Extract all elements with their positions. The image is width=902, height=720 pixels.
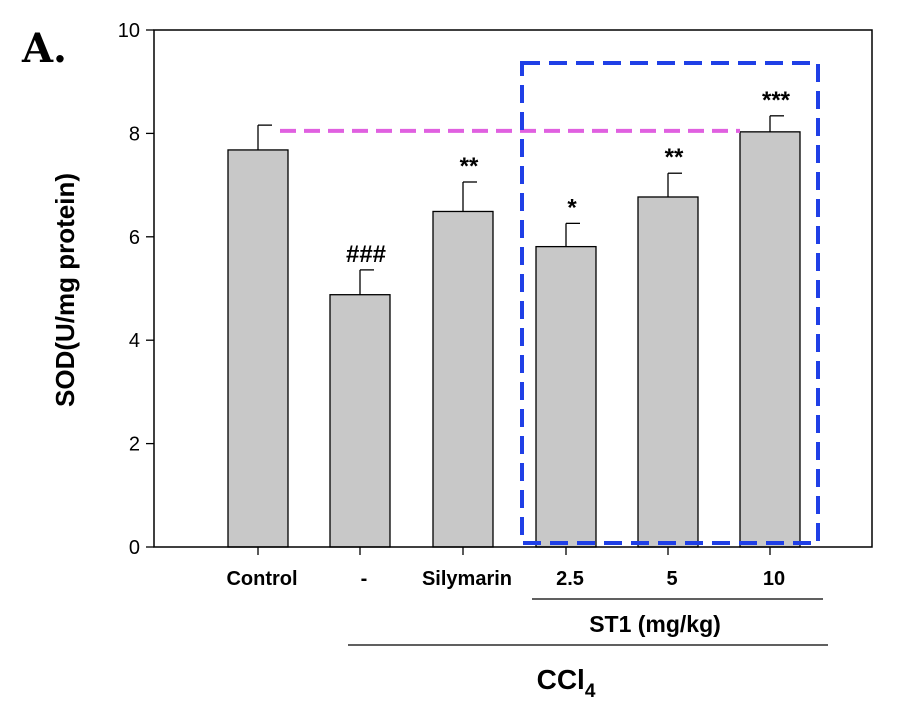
bar-5 <box>637 196 699 548</box>
y-tick-label: 2 <box>129 434 140 456</box>
st1-group-label: ST1 (mg/kg) <box>589 611 721 637</box>
x-tick-label: Control <box>226 568 297 590</box>
bar-1 <box>227 149 289 548</box>
plot-frame <box>153 29 873 548</box>
x-tick-label: 5 <box>666 568 677 590</box>
y-axis-title: SOD(U/mg protein) <box>50 173 80 407</box>
bar-2 <box>329 294 391 548</box>
x-tick-label: 10 <box>763 568 785 590</box>
x-tick-label: 2.5 <box>556 568 584 590</box>
panel-label: A. <box>21 25 67 72</box>
bar-6 <box>739 131 801 548</box>
y-ticks-layer: 0 2 4 6 8 10 <box>118 20 154 559</box>
ccl4-label-main: CCl <box>537 664 585 695</box>
y-tick-label: 6 <box>129 227 140 249</box>
significance-label-5: ** <box>665 144 684 171</box>
y-tick-label: 8 <box>129 123 140 145</box>
x-tick-label: Silymarin <box>422 568 512 590</box>
significance-label-4: * <box>567 194 577 221</box>
highlight-box <box>520 61 820 545</box>
x-tick-label: - <box>361 568 368 590</box>
significance-label-3: ** <box>460 153 479 180</box>
significance-label-2: ### <box>346 241 386 268</box>
bar-4 <box>535 245 597 548</box>
x-ticks-layer: Control - Silymarin 2.5 5 10 <box>226 547 785 590</box>
ccl4-label-subscript: 4 <box>585 681 596 702</box>
significance-label-6: *** <box>762 87 791 114</box>
y-tick-label: 4 <box>129 330 140 352</box>
y-tick-label: 10 <box>118 20 140 42</box>
bars-layer: ###******** <box>227 87 801 548</box>
ccl4-group-label: CCl4 <box>537 664 596 702</box>
y-tick-label: 0 <box>129 537 140 559</box>
bar-3 <box>432 210 494 548</box>
y-axis-title-group: SOD(U/mg protein) <box>50 173 80 407</box>
